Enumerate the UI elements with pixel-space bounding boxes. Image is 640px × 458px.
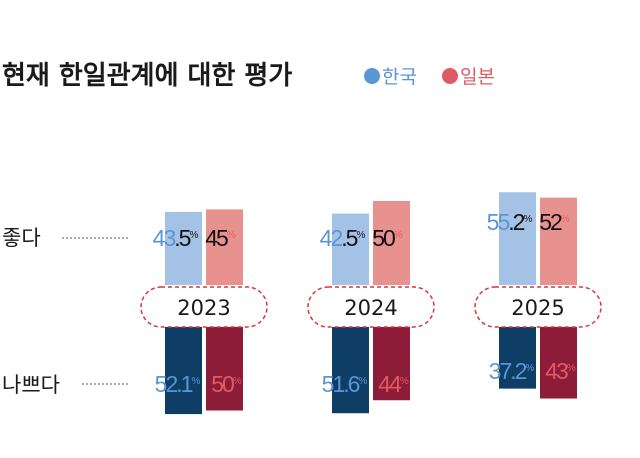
legend-japan-marker <box>442 68 458 84</box>
bar-bad-japan-2024 <box>373 325 410 401</box>
bar-good-japan-2023 <box>206 209 243 285</box>
bar-good-japan-2025 <box>540 197 577 285</box>
row-label-bad: 나쁘다 <box>2 373 60 397</box>
value-labels-group: 43.5% 45%52.1% 50%42.5% 50%51.6% 44%55.2% 52%… <box>153 209 576 397</box>
legend-korea-label: 한국 <box>382 66 417 88</box>
year-label-2025: 2025 <box>511 296 564 320</box>
bar-bad-korea-2024 <box>332 325 369 414</box>
legend-japan-label: 일본 <box>460 66 495 88</box>
value-good-japan-2023: 45% <box>205 225 236 251</box>
value-bad-japan-2023: 50% <box>211 371 242 397</box>
value-bad-korea-2023: 52.1% <box>155 371 201 397</box>
bar-good-korea-2024 <box>332 213 369 285</box>
year-label-2023: 2023 <box>177 296 230 320</box>
year-box-2023 <box>140 286 268 328</box>
chart-title: 현재 한일관계에 대한 평가 <box>2 61 292 91</box>
value-bad-korea-2025: 37.2% <box>489 358 535 384</box>
value-good-korea-2023: 43.5% <box>153 225 199 251</box>
year-label-2024: 2024 <box>344 296 397 320</box>
value-good-korea-2025: 55.2% <box>487 209 533 235</box>
bar-good-korea-2025 <box>499 192 536 285</box>
value-good-japan-2024: 50% <box>372 225 403 251</box>
year-box-2025 <box>474 286 602 328</box>
value-bad-japan-2025: 43% <box>545 358 576 384</box>
bar-good-japan-2024 <box>373 201 410 285</box>
bar-good-korea-2023 <box>165 211 202 285</box>
value-good-korea-2024: 42.5% <box>320 225 366 251</box>
bar-bad-korea-2025 <box>499 325 536 389</box>
value-good-japan-2025: 52% <box>539 209 570 235</box>
year-box-2024 <box>307 286 435 328</box>
bar-bad-korea-2023 <box>165 325 202 415</box>
bar-bad-japan-2025 <box>540 325 577 399</box>
bars-group <box>165 192 577 415</box>
bar-bad-japan-2023 <box>206 325 243 411</box>
year-labels-group: 2023 2024 2025 <box>140 286 602 328</box>
value-bad-korea-2024: 51.6% <box>322 371 368 397</box>
legend-korea-marker <box>364 68 380 84</box>
value-bad-japan-2024: 44% <box>378 371 409 397</box>
row-label-good: 좋다 <box>2 226 41 250</box>
